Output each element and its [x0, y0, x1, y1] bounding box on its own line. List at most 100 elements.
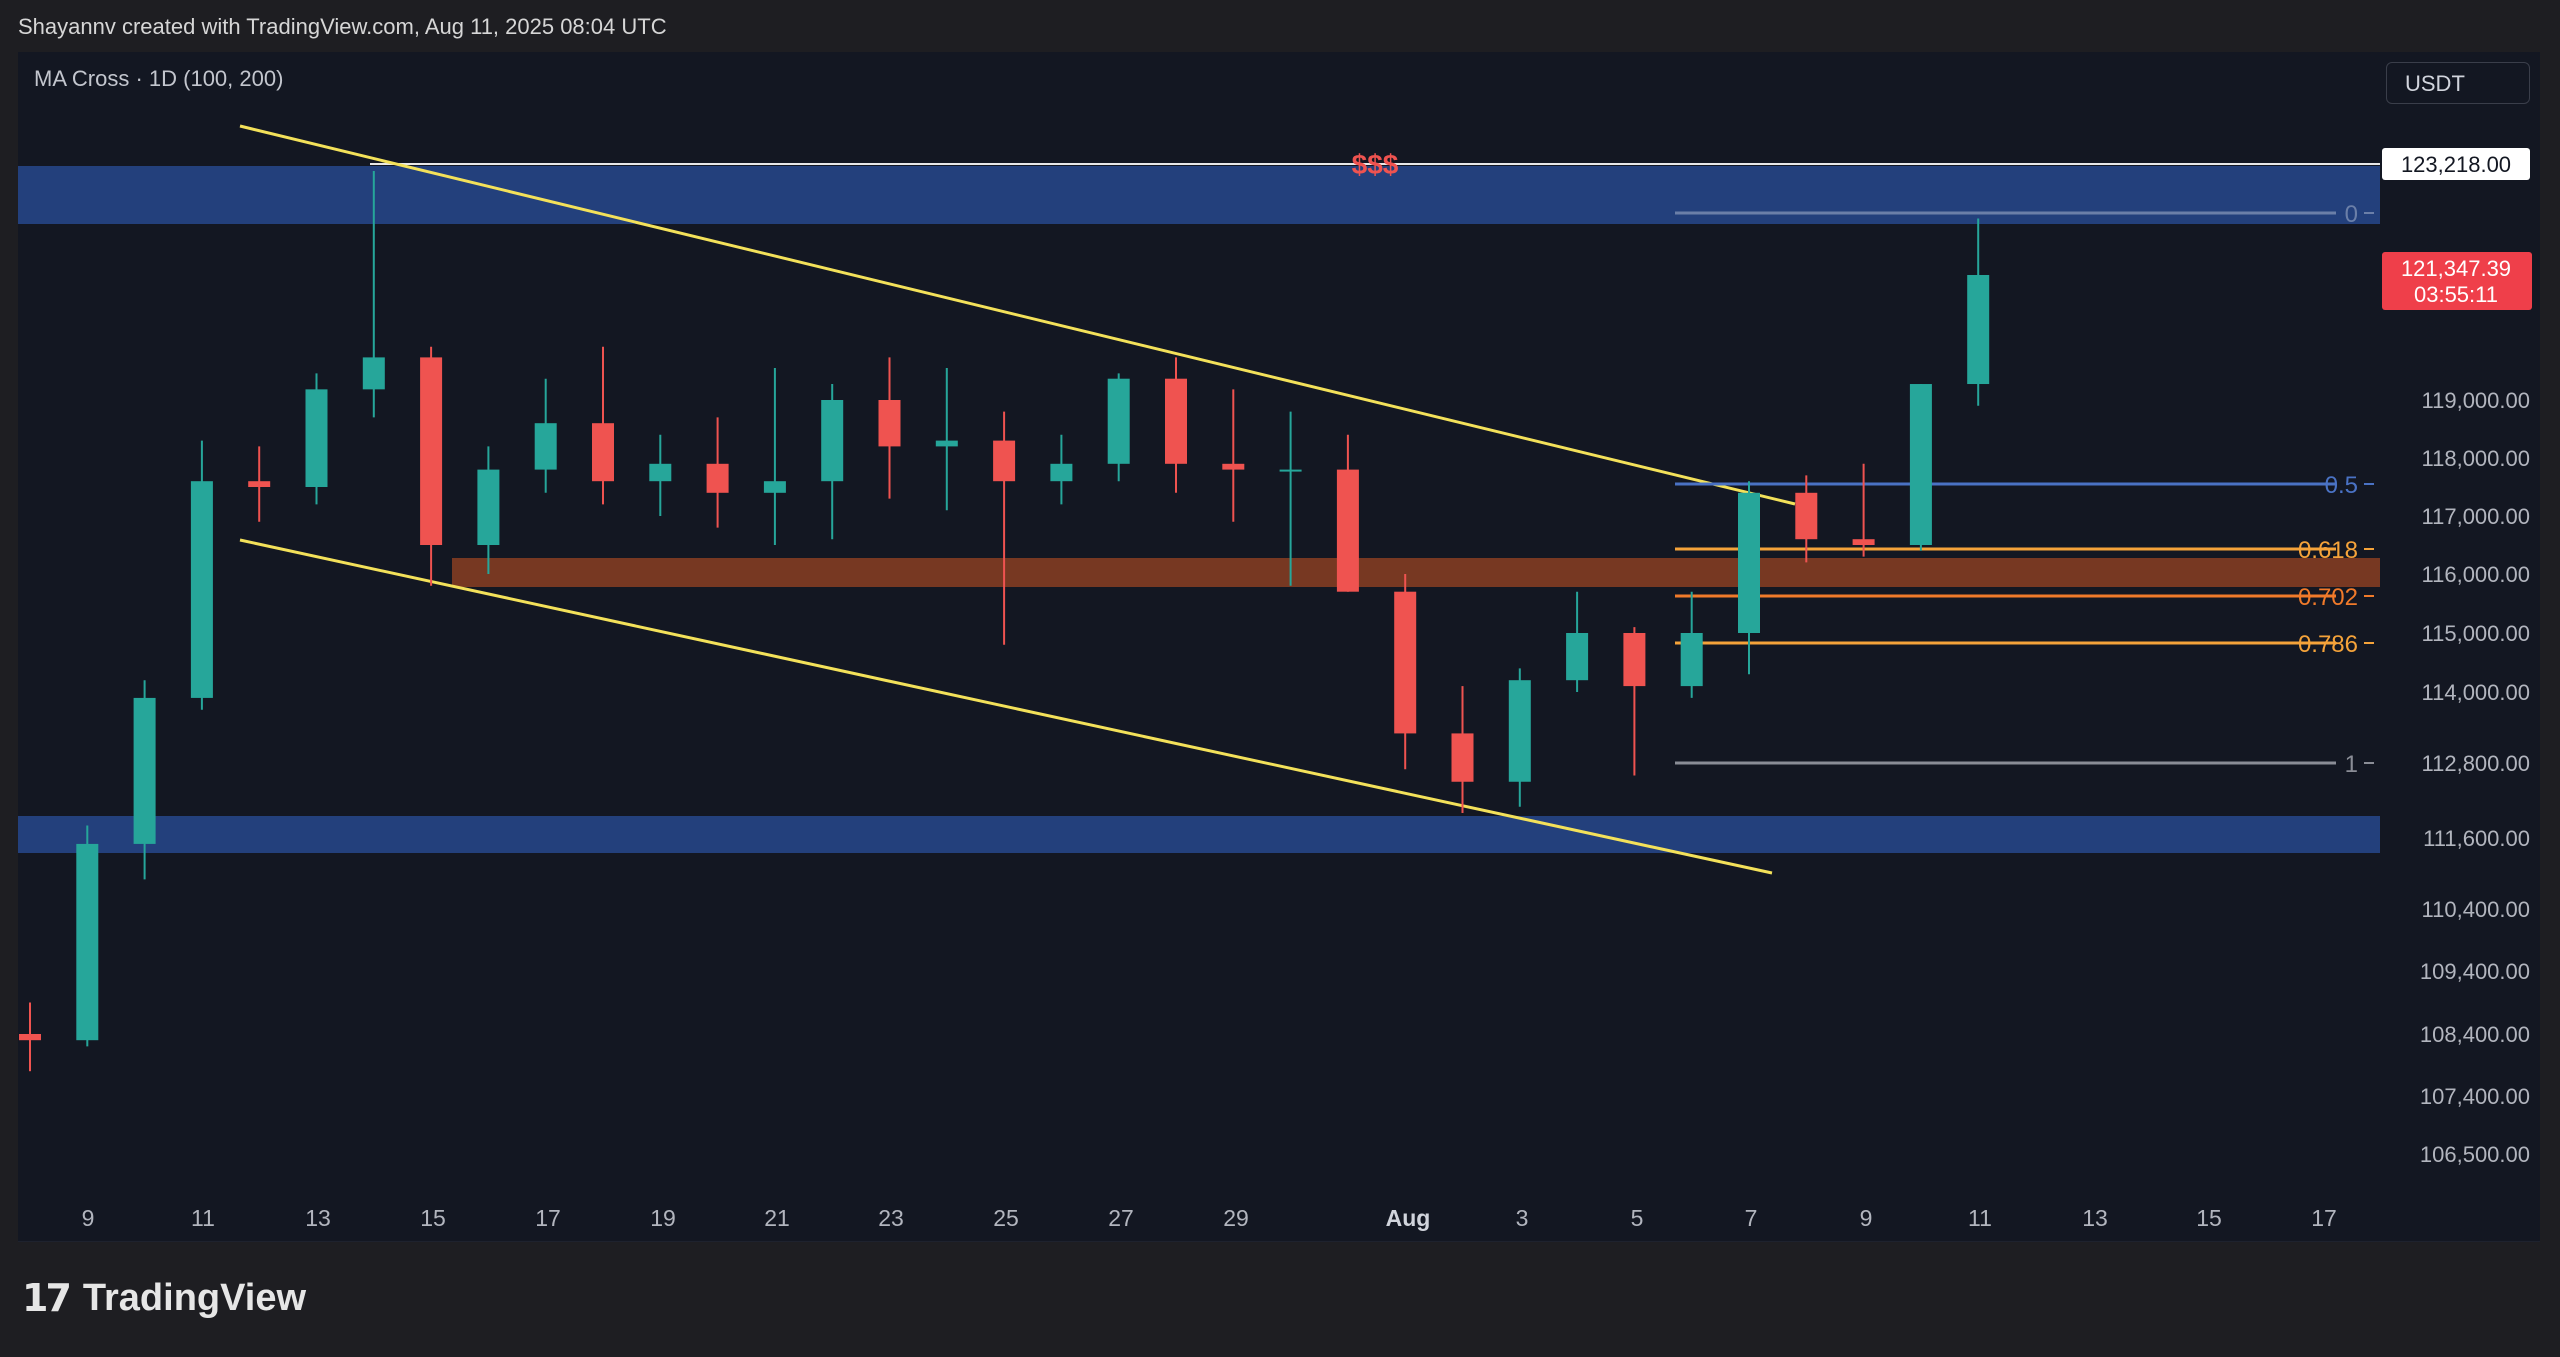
candle	[592, 346, 614, 505]
y-tick-label: 119,000.00	[2422, 388, 2530, 413]
y-tick-label: 112,800.00	[2422, 751, 2530, 776]
candle-body	[1165, 378, 1187, 464]
x-tick-label: 11	[191, 1205, 215, 1231]
attribution-text: Shayannv created with TradingView.com, A…	[18, 14, 667, 39]
tradingview-logo[interactable]: 17 TradingView	[22, 1276, 306, 1320]
candle-body	[649, 463, 672, 482]
candle-body	[1852, 539, 1875, 545]
countdown-label: 03:55:11	[2414, 282, 2498, 307]
candle-body	[133, 697, 156, 844]
fib-label-0-702: 0.702	[2298, 584, 2358, 611]
price-chart[interactable]: $$$ 0 0.5 0.618 0.702 0.786 1 119,000.00 118,000…	[18, 52, 2540, 1242]
candle	[1107, 373, 1130, 482]
x-tick-label: 9	[1860, 1205, 1873, 1231]
candle-body	[1738, 492, 1760, 633]
candle	[76, 825, 99, 1047]
candle	[1451, 686, 1474, 813]
x-tick-label: 21	[764, 1205, 790, 1231]
candle-body	[1566, 633, 1589, 681]
candle-body	[362, 357, 385, 390]
candle-body	[1623, 633, 1646, 687]
candle-body	[190, 481, 213, 698]
currency-button[interactable]: USDT	[2386, 62, 2530, 104]
candle-body	[763, 481, 786, 493]
candle-body	[1279, 469, 1302, 472]
top-level-label: 123,218.00	[2401, 152, 2511, 177]
x-tick-label: 27	[1108, 1205, 1134, 1231]
candle-body	[248, 481, 271, 487]
candle	[534, 378, 557, 493]
y-tick-label: 109,400.00	[2420, 959, 2530, 984]
candle	[649, 434, 672, 516]
x-tick-label: 17	[2311, 1205, 2337, 1231]
x-tick-label: 3	[1516, 1205, 1529, 1231]
support-zone	[18, 816, 2380, 853]
candle	[1566, 591, 1589, 692]
candle	[133, 680, 156, 880]
x-tick-label: 13	[305, 1205, 331, 1231]
candle	[1279, 411, 1302, 586]
candle	[1909, 384, 1932, 551]
tradingview-brand: TradingView	[82, 1276, 307, 1319]
candle-body	[1508, 680, 1531, 782]
candle	[1050, 434, 1073, 505]
candle	[1795, 475, 1818, 563]
candle	[1508, 668, 1531, 807]
x-tick-label: 25	[993, 1205, 1019, 1231]
x-tick-label: 29	[1223, 1205, 1249, 1231]
y-tick-label: 111,600.00	[2423, 826, 2530, 851]
x-tick-label: 17	[535, 1205, 561, 1231]
fib-label-0-786: 0.786	[2298, 631, 2358, 658]
candle	[1852, 463, 1875, 557]
y-tick-label: 117,000.00	[2422, 504, 2530, 529]
candle-body	[1909, 384, 1932, 545]
candle	[1336, 434, 1359, 592]
candle-body	[1107, 378, 1130, 464]
candle	[1623, 627, 1646, 776]
chart-area[interactable]: $$$ 0 0.5 0.618 0.702 0.786 1 119,000.00 118,000…	[18, 52, 2540, 1242]
candle	[362, 171, 385, 418]
y-tick-label: 106,500.00	[2420, 1142, 2530, 1167]
candle	[878, 357, 901, 499]
x-tick-label: 15	[2196, 1205, 2222, 1231]
candle-body	[1795, 492, 1818, 540]
x-tick-label: 13	[2082, 1205, 2108, 1231]
candle-body	[935, 440, 958, 447]
candle-body	[993, 440, 1016, 482]
candle-body	[821, 400, 844, 482]
candle	[248, 446, 271, 522]
candle	[1165, 357, 1187, 493]
candle	[19, 1002, 41, 1072]
candle	[763, 368, 786, 545]
candle-body	[420, 357, 443, 545]
liquidity-annotation: $$$	[1352, 149, 1399, 180]
candle	[1680, 591, 1703, 698]
candle-body	[1967, 275, 1990, 385]
candle-body	[1680, 633, 1703, 687]
x-tick-label: 15	[420, 1205, 446, 1231]
x-tick-label: 19	[650, 1205, 676, 1231]
candle	[935, 368, 958, 511]
candle-body	[305, 389, 328, 487]
y-tick-label: 115,000.00	[2422, 621, 2530, 646]
candle-body	[19, 1034, 41, 1041]
candle-body	[76, 843, 99, 1041]
demand-zone	[452, 558, 2380, 587]
fib-label-0: 0	[2345, 201, 2358, 228]
candle-body	[1222, 463, 1245, 470]
indicator-label[interactable]: MA Cross · 1D (100, 200)	[34, 66, 284, 91]
y-tick-label: 110,400.00	[2422, 897, 2530, 922]
candle	[420, 346, 443, 586]
top-level-badge	[2382, 148, 2530, 180]
candle-body	[1050, 463, 1073, 482]
candle	[1222, 389, 1245, 522]
candle	[1967, 218, 1990, 406]
x-tick-label: 5	[1631, 1205, 1644, 1231]
x-tick-label: 11	[1968, 1205, 1992, 1231]
x-tick-label: 9	[82, 1205, 95, 1231]
candle-body	[1394, 591, 1417, 734]
candle-body	[592, 423, 614, 482]
tradingview-logo-icon: 17	[22, 1276, 72, 1320]
candle	[477, 446, 500, 574]
x-tick-label: Aug	[1386, 1205, 1431, 1231]
